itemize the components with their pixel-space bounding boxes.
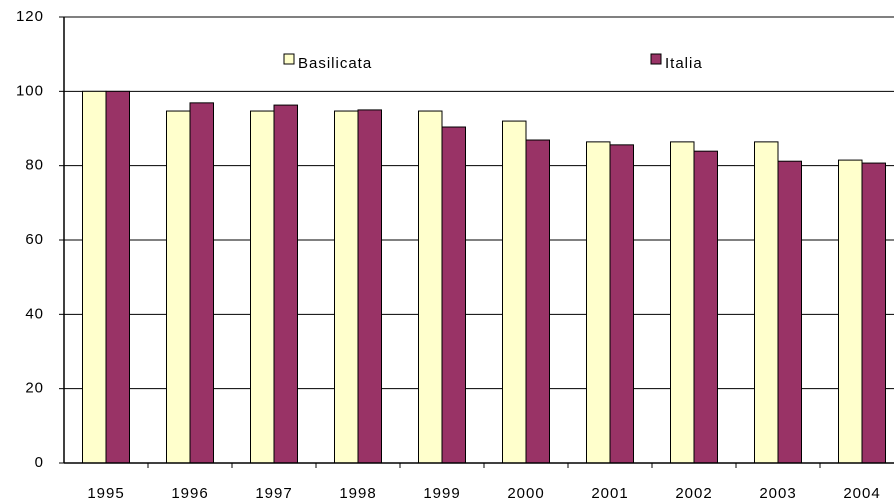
y-tick-label: 80 [25,157,44,174]
y-tick-label: 60 [25,231,44,248]
bar [754,141,779,464]
bar [838,159,863,464]
bar [82,90,107,464]
x-tick-label: 1996 [171,485,208,502]
bar [418,110,443,464]
bar [166,110,191,464]
x-tick-label: 1995 [87,485,124,502]
bar [273,104,298,464]
bar [105,90,130,464]
legend-swatch [283,53,295,65]
legend-label: Basilicata [298,55,372,72]
x-tick-label: 2002 [675,485,712,502]
x-tick-label: 2004 [843,485,880,502]
y-tick-label: 40 [25,305,44,322]
bar [441,126,466,464]
legend-label: Italia [665,55,703,72]
bar [250,110,275,464]
bar [525,139,550,464]
y-tick-label: 20 [25,380,44,397]
bar [334,110,359,464]
x-tick-label: 1997 [255,485,292,502]
x-tick-label: 2003 [759,485,796,502]
y-tick-label: 100 [16,82,44,99]
bar [586,141,611,464]
bar [609,144,634,464]
x-tick-label: 2000 [507,485,544,502]
bar [357,109,382,464]
bar [693,150,718,464]
x-tick-label: 1998 [339,485,376,502]
x-tick-label: 2001 [591,485,628,502]
bar [189,102,214,464]
bar [861,162,886,464]
bar [502,120,527,464]
y-tick-label: 120 [16,8,44,25]
x-tick-label: 1999 [423,485,460,502]
bar [777,160,802,464]
legend-swatch [650,53,662,65]
y-tick-label: 0 [35,454,44,471]
bar [670,141,695,464]
